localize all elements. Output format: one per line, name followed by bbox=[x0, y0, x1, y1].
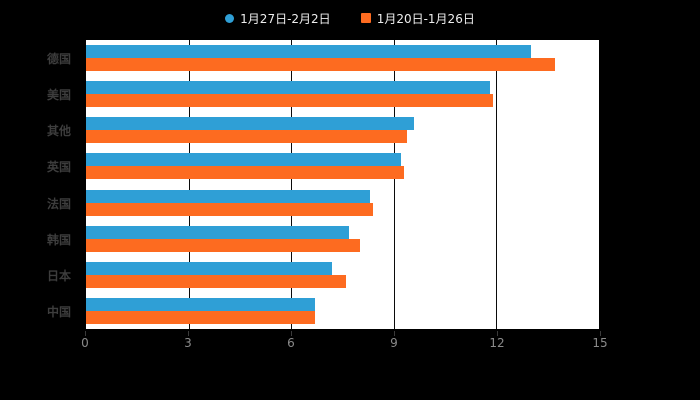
legend: 1月27日-2月2日 1月20日-1月26日 bbox=[0, 6, 700, 30]
category-label: 德国 bbox=[46, 51, 71, 66]
bar[interactable] bbox=[86, 238, 360, 252]
category-band bbox=[86, 76, 599, 112]
category-band bbox=[86, 293, 599, 329]
gridline bbox=[291, 40, 293, 329]
x-tick-label: 9 bbox=[390, 336, 398, 350]
plot-area bbox=[85, 40, 600, 330]
gridline bbox=[188, 40, 190, 329]
x-tick-label: 3 bbox=[184, 336, 192, 350]
bar[interactable] bbox=[86, 81, 490, 95]
x-tick-mark bbox=[85, 331, 86, 336]
legend-item[interactable]: 1月20日-1月26日 bbox=[360, 10, 475, 27]
bar[interactable] bbox=[86, 153, 401, 167]
x-tick-mark bbox=[497, 331, 498, 336]
y-axis-labels: 德国美国其他英国法国韩国日本中国 bbox=[0, 40, 80, 330]
category-band bbox=[86, 185, 599, 221]
category-label: 中国 bbox=[46, 305, 71, 320]
bar-rows bbox=[86, 40, 599, 329]
bar[interactable] bbox=[86, 58, 555, 72]
gridline bbox=[393, 40, 395, 329]
bar[interactable] bbox=[86, 274, 346, 288]
circle-marker-icon bbox=[225, 13, 235, 23]
square-marker-icon bbox=[360, 13, 371, 23]
x-tick-mark bbox=[394, 331, 395, 336]
bar[interactable] bbox=[86, 130, 408, 144]
bar[interactable] bbox=[86, 166, 405, 180]
x-tick-label: 12 bbox=[489, 336, 505, 350]
bar[interactable] bbox=[86, 310, 316, 324]
bar[interactable] bbox=[86, 297, 316, 311]
bar[interactable] bbox=[86, 202, 374, 216]
category-band bbox=[86, 221, 599, 257]
legend-label: 1月27日-2月2日 bbox=[240, 11, 331, 26]
bar[interactable] bbox=[86, 261, 333, 275]
x-tick-label: 15 bbox=[592, 336, 608, 350]
bar[interactable] bbox=[86, 117, 415, 131]
x-axis-labels: 0 3 6 9 12 15 bbox=[81, 336, 607, 354]
category-label: 法国 bbox=[46, 196, 71, 211]
category-label: 美国 bbox=[46, 87, 71, 102]
category-band bbox=[86, 257, 599, 293]
bar[interactable] bbox=[86, 189, 370, 203]
category-band bbox=[86, 40, 599, 76]
bar[interactable] bbox=[86, 225, 350, 239]
category-label: 日本 bbox=[46, 269, 71, 284]
x-tick-mark bbox=[600, 331, 601, 336]
legend-item[interactable]: 1月27日-2月2日 bbox=[225, 10, 331, 27]
x-tick-label: 0 bbox=[81, 336, 89, 350]
bar[interactable] bbox=[86, 45, 531, 59]
gridline bbox=[496, 40, 498, 329]
category-band bbox=[86, 112, 599, 148]
category-label: 其他 bbox=[46, 124, 71, 139]
x-tick-mark bbox=[291, 331, 292, 336]
category-label: 英国 bbox=[46, 160, 71, 175]
legend-label: 1月20日-1月26日 bbox=[376, 11, 475, 26]
x-tick-mark bbox=[188, 331, 189, 336]
category-band bbox=[86, 148, 599, 184]
x-tick-label: 6 bbox=[287, 336, 295, 350]
bar[interactable] bbox=[86, 94, 493, 108]
category-label: 韩国 bbox=[46, 232, 71, 247]
